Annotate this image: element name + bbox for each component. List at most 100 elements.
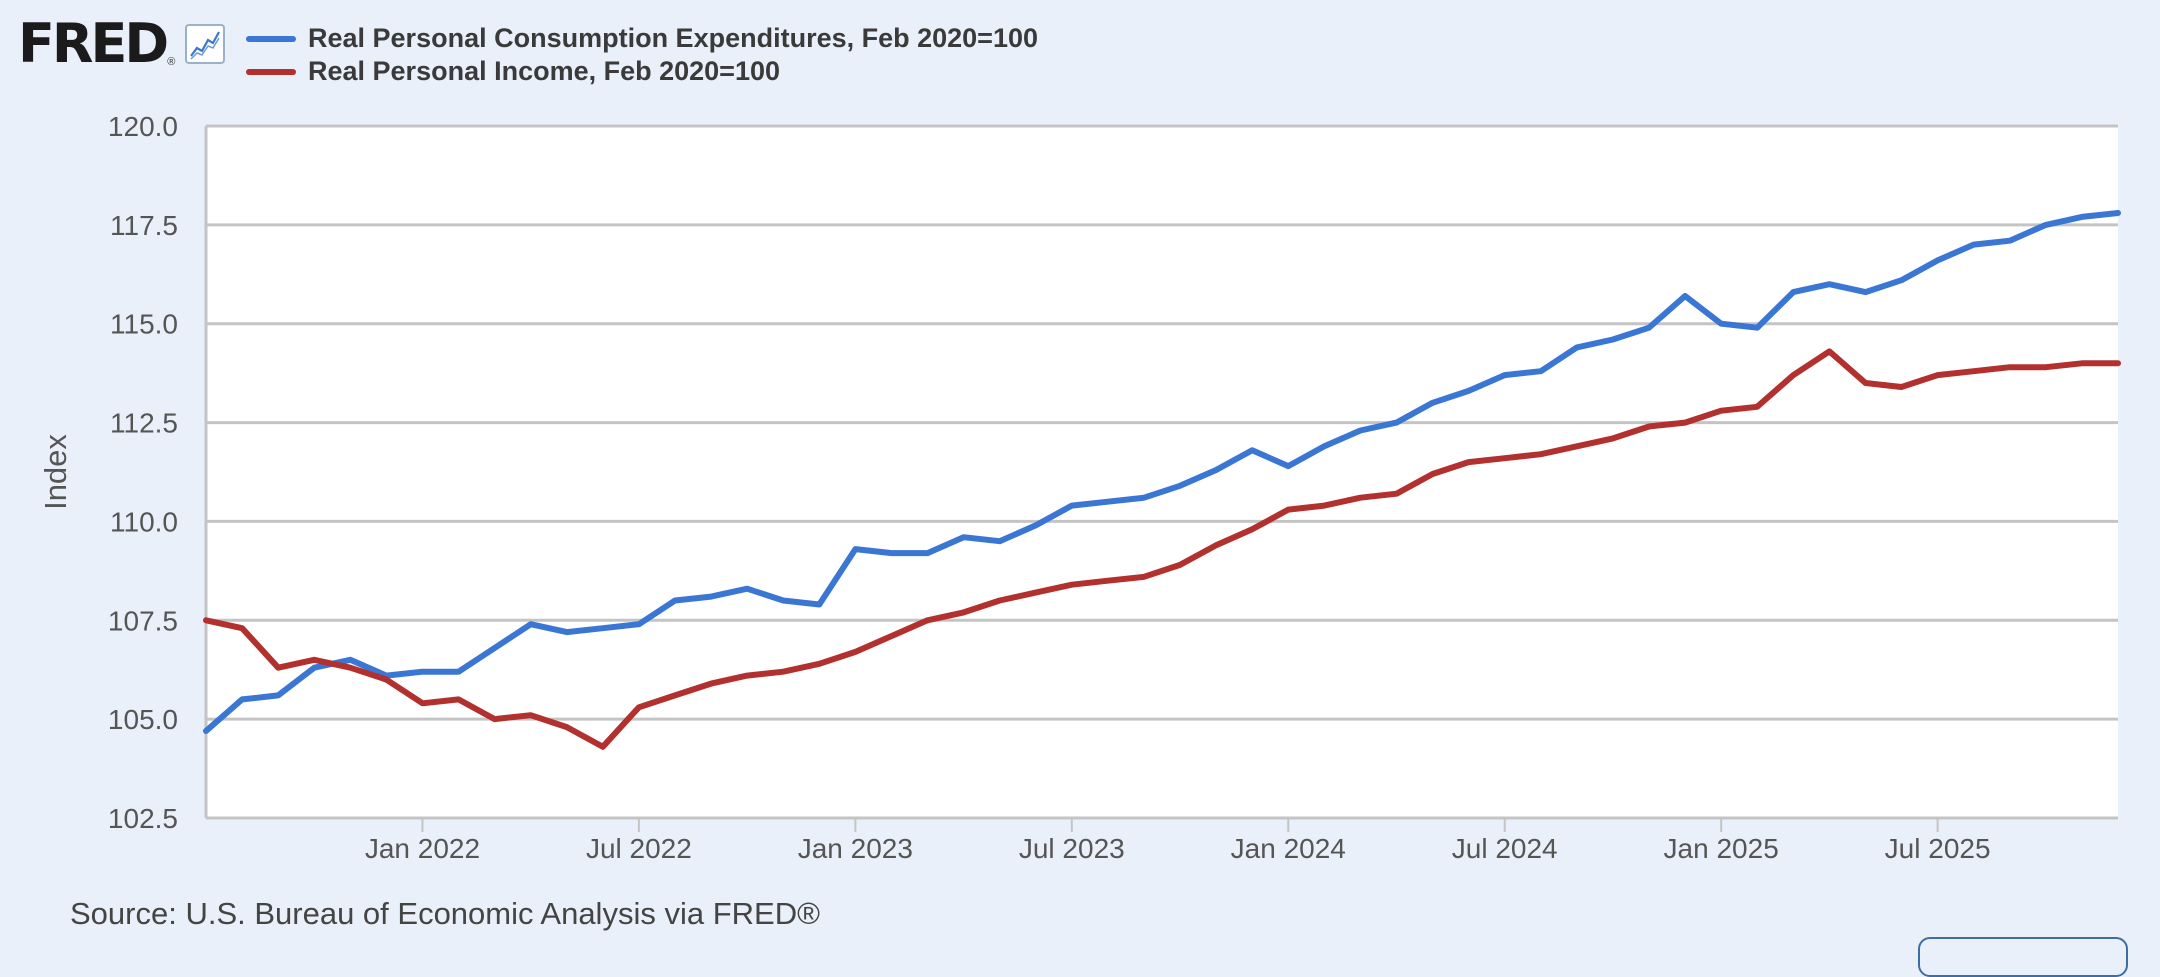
data-point-income[interactable] xyxy=(887,632,895,640)
data-point-income[interactable] xyxy=(382,676,390,684)
data-point-income[interactable] xyxy=(851,648,859,656)
data-point-pce[interactable] xyxy=(1284,462,1292,470)
data-point-income[interactable] xyxy=(815,660,823,668)
data-point-pce[interactable] xyxy=(2078,213,2086,221)
data-point-income[interactable] xyxy=(1284,506,1292,514)
data-point-income[interactable] xyxy=(527,711,535,719)
data-point-income[interactable] xyxy=(1753,403,1761,411)
data-point-income[interactable] xyxy=(707,680,715,688)
corner-button[interactable] xyxy=(1918,937,2128,977)
data-point-income[interactable] xyxy=(1970,367,1978,375)
data-point-pce[interactable] xyxy=(996,537,1004,545)
data-point-pce[interactable] xyxy=(599,624,607,632)
data-point-pce[interactable] xyxy=(1465,387,1473,395)
data-point-pce[interactable] xyxy=(671,597,679,605)
data-point-income[interactable] xyxy=(1537,450,1545,458)
data-point-pce[interactable] xyxy=(707,593,715,601)
data-point-income[interactable] xyxy=(1573,442,1581,450)
data-point-income[interactable] xyxy=(1356,494,1364,502)
data-point-income[interactable] xyxy=(1032,589,1040,597)
data-point-pce[interactable] xyxy=(743,585,751,593)
data-point-income[interactable] xyxy=(924,616,932,624)
data-point-pce[interactable] xyxy=(2006,237,2014,245)
data-point-pce[interactable] xyxy=(310,664,318,672)
data-point-pce[interactable] xyxy=(202,727,210,735)
data-point-pce[interactable] xyxy=(1501,371,1509,379)
data-point-pce[interactable] xyxy=(238,695,246,703)
data-point-pce[interactable] xyxy=(1032,521,1040,529)
data-point-income[interactable] xyxy=(1862,379,1870,387)
data-point-pce[interactable] xyxy=(1898,276,1906,284)
data-point-pce[interactable] xyxy=(1429,399,1437,407)
data-point-pce[interactable] xyxy=(924,549,932,557)
data-point-income[interactable] xyxy=(1609,434,1617,442)
data-point-income[interactable] xyxy=(202,616,210,624)
data-point-income[interactable] xyxy=(1212,541,1220,549)
legend-item-pce[interactable]: Real Personal Consumption Expenditures, … xyxy=(246,22,1038,55)
data-point-pce[interactable] xyxy=(1825,280,1833,288)
data-point-pce[interactable] xyxy=(1609,336,1617,344)
data-point-pce[interactable] xyxy=(563,628,571,636)
data-point-income[interactable] xyxy=(1176,561,1184,569)
data-point-income[interactable] xyxy=(1825,347,1833,355)
data-point-income[interactable] xyxy=(346,664,354,672)
data-point-pce[interactable] xyxy=(346,656,354,664)
data-point-income[interactable] xyxy=(1248,525,1256,533)
data-point-income[interactable] xyxy=(1501,454,1509,462)
data-point-income[interactable] xyxy=(1645,423,1653,431)
data-point-income[interactable] xyxy=(419,699,427,707)
data-point-income[interactable] xyxy=(2006,363,2014,371)
data-point-income[interactable] xyxy=(1898,383,1906,391)
data-point-pce[interactable] xyxy=(1862,288,1870,296)
fred-logo[interactable]: FRED ® xyxy=(18,16,226,72)
data-point-pce[interactable] xyxy=(1104,498,1112,506)
data-point-income[interactable] xyxy=(635,703,643,711)
data-point-income[interactable] xyxy=(310,656,318,664)
data-point-income[interactable] xyxy=(274,664,282,672)
data-point-pce[interactable] xyxy=(851,545,859,553)
data-point-pce[interactable] xyxy=(1393,419,1401,427)
data-point-pce[interactable] xyxy=(1212,466,1220,474)
data-point-pce[interactable] xyxy=(960,533,968,541)
data-point-pce[interactable] xyxy=(1356,427,1364,435)
data-point-income[interactable] xyxy=(1717,407,1725,415)
data-point-pce[interactable] xyxy=(1753,324,1761,332)
data-point-pce[interactable] xyxy=(1248,446,1256,454)
data-point-pce[interactable] xyxy=(1068,502,1076,510)
data-point-income[interactable] xyxy=(1104,577,1112,585)
data-point-pce[interactable] xyxy=(1934,256,1942,264)
data-point-income[interactable] xyxy=(1789,371,1797,379)
data-point-pce[interactable] xyxy=(419,668,427,676)
data-point-income[interactable] xyxy=(491,715,499,723)
data-point-pce[interactable] xyxy=(455,668,463,676)
legend-item-income[interactable]: Real Personal Income, Feb 2020=100 xyxy=(246,55,1038,88)
data-point-income[interactable] xyxy=(563,723,571,731)
data-point-pce[interactable] xyxy=(527,620,535,628)
data-point-income[interactable] xyxy=(2114,359,2122,367)
data-point-pce[interactable] xyxy=(1970,241,1978,249)
data-point-income[interactable] xyxy=(671,691,679,699)
data-point-income[interactable] xyxy=(1465,458,1473,466)
data-point-income[interactable] xyxy=(2078,359,2086,367)
data-point-pce[interactable] xyxy=(1320,442,1328,450)
data-point-pce[interactable] xyxy=(779,597,787,605)
data-point-income[interactable] xyxy=(1320,502,1328,510)
data-point-pce[interactable] xyxy=(1140,494,1148,502)
data-point-pce[interactable] xyxy=(635,620,643,628)
data-point-pce[interactable] xyxy=(491,644,499,652)
data-point-income[interactable] xyxy=(743,672,751,680)
data-point-pce[interactable] xyxy=(2114,209,2122,217)
data-point-income[interactable] xyxy=(1068,581,1076,589)
data-point-pce[interactable] xyxy=(1645,324,1653,332)
data-point-income[interactable] xyxy=(960,608,968,616)
data-point-income[interactable] xyxy=(599,743,607,751)
data-point-income[interactable] xyxy=(1140,573,1148,581)
data-point-income[interactable] xyxy=(1681,419,1689,427)
data-point-income[interactable] xyxy=(1934,371,1942,379)
data-point-income[interactable] xyxy=(2042,363,2050,371)
data-point-income[interactable] xyxy=(1429,470,1437,478)
data-point-pce[interactable] xyxy=(815,601,823,609)
data-point-pce[interactable] xyxy=(274,691,282,699)
data-point-pce[interactable] xyxy=(1789,288,1797,296)
data-point-pce[interactable] xyxy=(1573,343,1581,351)
